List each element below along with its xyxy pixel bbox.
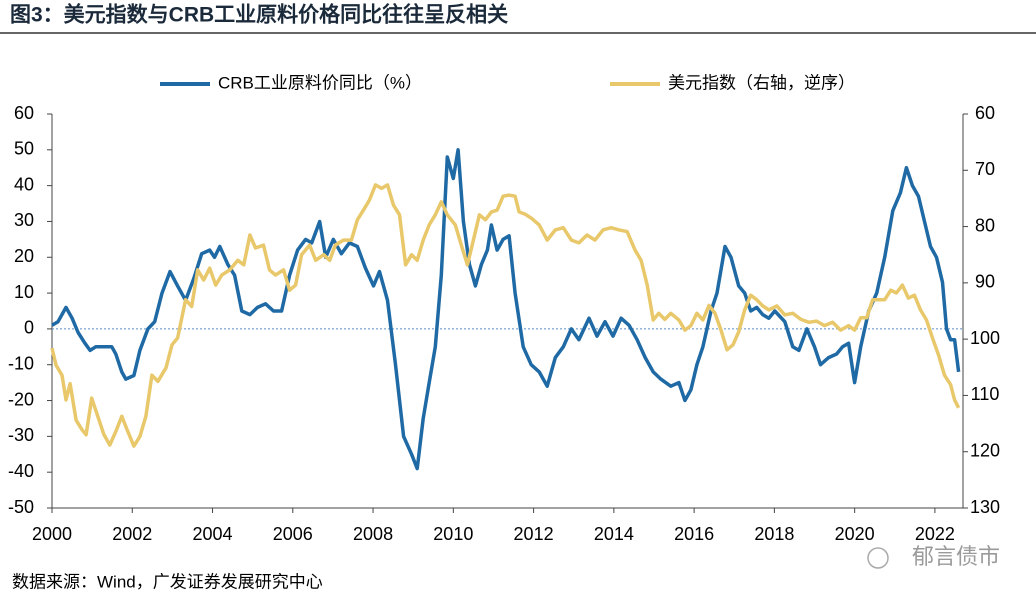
y-tick-label: -30 xyxy=(8,425,34,445)
y-tick-label: 0 xyxy=(24,318,34,338)
y-tick-label: -40 xyxy=(8,461,34,481)
series-line xyxy=(51,148,961,471)
x-tick-label: 2022 xyxy=(915,524,955,544)
y2-tick-label: 130 xyxy=(970,497,1000,517)
x-tick-label: 2008 xyxy=(353,524,393,544)
y2-tick-label: 100 xyxy=(970,328,1000,348)
series-line xyxy=(50,183,961,448)
y-tick-label: 50 xyxy=(14,139,34,159)
watermark: 郁言债市 xyxy=(912,544,1000,569)
y-tick-label: 10 xyxy=(14,282,34,302)
y-tick-label: 40 xyxy=(14,174,34,194)
x-tick-label: 2006 xyxy=(273,524,313,544)
y2-tick-label: 90 xyxy=(975,272,995,292)
x-tick-label: 2020 xyxy=(835,524,875,544)
y-tick-label: 60 xyxy=(14,103,34,123)
y2-tick-label: 80 xyxy=(975,215,995,235)
x-tick-label: 2018 xyxy=(754,524,794,544)
y-tick-label: 20 xyxy=(14,246,34,266)
chart-title: 图3：美元指数与CRB工业原料价格同比往往呈反相关 xyxy=(10,3,508,27)
x-tick-label: 2012 xyxy=(514,524,554,544)
x-tick-label: 2002 xyxy=(112,524,152,544)
x-tick-label: 2014 xyxy=(594,524,634,544)
source-note: 数据来源：Wind，广发证券发展研究中心 xyxy=(12,572,323,591)
watermark-icon xyxy=(867,547,889,569)
x-tick-label: 2000 xyxy=(32,524,72,544)
y-tick-label: -50 xyxy=(8,497,34,517)
x-tick-label: 2004 xyxy=(193,524,233,544)
y2-tick-label: 60 xyxy=(975,103,995,123)
y2-tick-label: 70 xyxy=(975,159,995,179)
x-tick-label: 2010 xyxy=(433,524,473,544)
y-tick-label: -10 xyxy=(8,353,34,373)
y-tick-label: -20 xyxy=(8,389,34,409)
y-tick-label: 30 xyxy=(14,210,34,230)
legend-label: CRB工业原料价同比（%） xyxy=(218,73,422,92)
legend-label: 美元指数（右轴，逆序） xyxy=(668,73,855,92)
y2-tick-label: 120 xyxy=(970,440,1000,460)
x-tick-label: 2016 xyxy=(674,524,714,544)
y2-tick-label: 110 xyxy=(971,384,1000,404)
